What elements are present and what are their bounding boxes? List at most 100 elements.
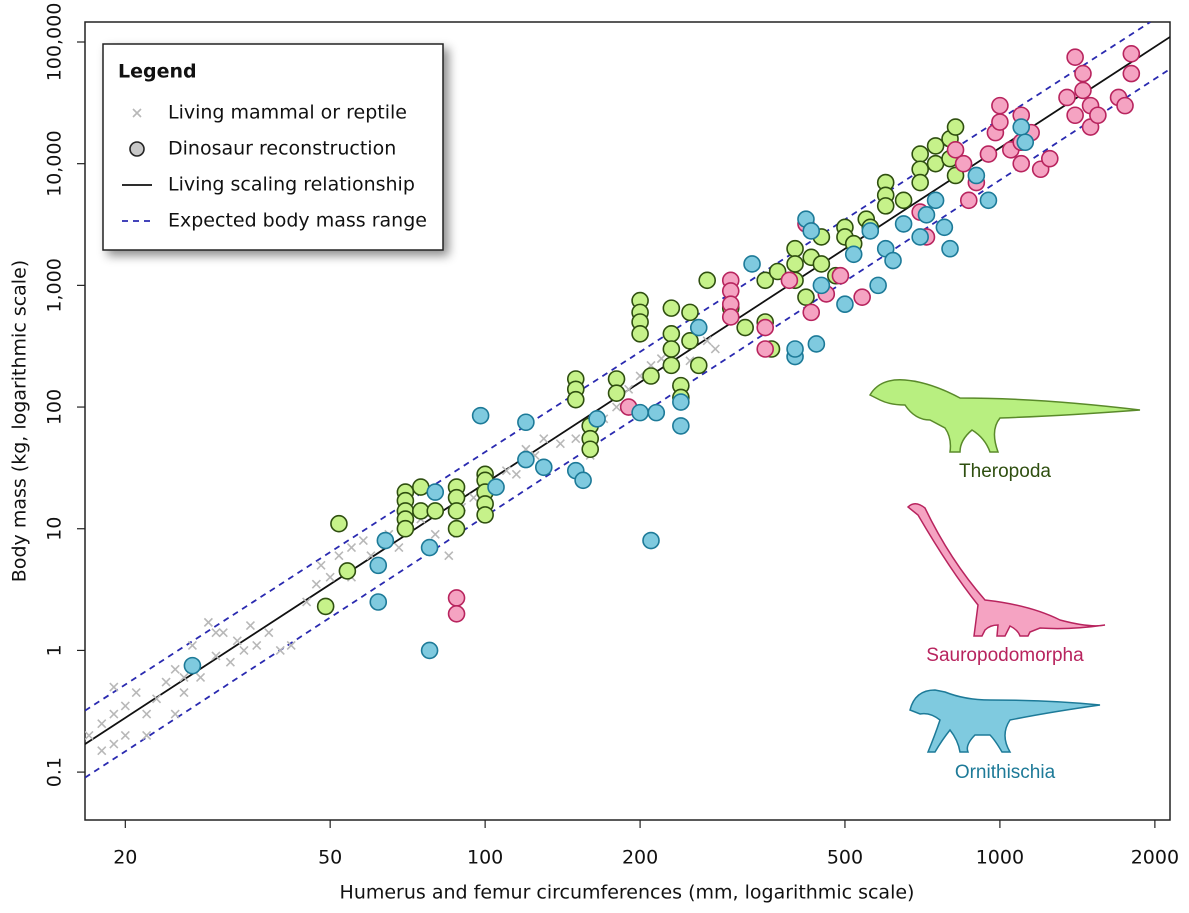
dinosaur-point bbox=[853, 288, 871, 306]
living-point bbox=[239, 645, 249, 655]
dinosaur-point bbox=[1012, 154, 1031, 173]
y-tick-label: 10 bbox=[44, 517, 66, 541]
dinosaur-point bbox=[1116, 96, 1134, 115]
dinosaur-point bbox=[911, 228, 929, 246]
living-point bbox=[334, 551, 344, 561]
living-point bbox=[85, 730, 94, 741]
dinosaur-point bbox=[447, 519, 466, 538]
dinosaur-point bbox=[979, 191, 998, 210]
dinosaur-point bbox=[412, 478, 430, 496]
dinosaur-point bbox=[786, 239, 804, 258]
dinosaur-point bbox=[487, 478, 505, 496]
dinosaur-point bbox=[330, 514, 348, 533]
dinosaur-point bbox=[369, 593, 388, 611]
living-point bbox=[211, 651, 221, 661]
dinosaur-point bbox=[1074, 81, 1092, 100]
living-point bbox=[170, 664, 180, 674]
dinosaur-point bbox=[1066, 106, 1084, 125]
dinosaur-point bbox=[894, 191, 913, 210]
dinosaur-point bbox=[183, 656, 202, 675]
dinosaur-point bbox=[581, 440, 600, 459]
living-point bbox=[225, 657, 235, 667]
dinosaur-point bbox=[1058, 88, 1076, 107]
living-point bbox=[179, 672, 189, 682]
dinosaur-point bbox=[959, 191, 978, 210]
dinosaur-point bbox=[369, 556, 388, 575]
dinosaur-point bbox=[756, 318, 775, 337]
living-point bbox=[555, 439, 565, 449]
dinosaur-point bbox=[1016, 133, 1035, 152]
living-point bbox=[218, 628, 228, 638]
dinosaur-point bbox=[447, 589, 466, 607]
dinosaur-point bbox=[642, 367, 660, 385]
living-point bbox=[151, 694, 162, 704]
legend-title: Legend bbox=[118, 61, 197, 83]
living-point bbox=[275, 645, 285, 655]
dinosaur-point bbox=[338, 562, 357, 580]
dinosaur-point bbox=[672, 393, 690, 411]
x-tick-label: 2000 bbox=[1131, 847, 1179, 869]
ornithischian-silhouette bbox=[909, 689, 1101, 753]
living-point bbox=[710, 344, 720, 354]
living-point bbox=[469, 493, 479, 503]
dinosaur-point bbox=[471, 406, 490, 425]
x-tick-label: 50 bbox=[318, 847, 342, 869]
dinosaur-point bbox=[911, 145, 929, 163]
dinosaur-point bbox=[941, 239, 959, 258]
living-point bbox=[109, 739, 119, 749]
dinosaur-point bbox=[926, 137, 945, 155]
dinosaur-point bbox=[802, 303, 821, 322]
dinosaur-point bbox=[743, 255, 761, 273]
dinosaur-point bbox=[396, 519, 415, 538]
dinosaur-point bbox=[574, 471, 592, 490]
clade-label: Sauropodomorpha bbox=[926, 645, 1084, 666]
dinosaur-point bbox=[631, 324, 649, 343]
dinosaur-point bbox=[991, 113, 1009, 131]
living-point bbox=[311, 579, 321, 589]
dinosaur-point bbox=[566, 390, 585, 409]
legend-marker bbox=[132, 108, 142, 118]
living-point bbox=[444, 551, 454, 561]
living-point bbox=[120, 730, 130, 741]
living-point bbox=[203, 617, 213, 627]
dinosaur-point bbox=[681, 303, 699, 322]
y-axis-label: Body mass (kg, logarithmic scale) bbox=[9, 260, 31, 582]
living-point bbox=[264, 628, 274, 638]
dinosaur-point bbox=[807, 335, 826, 353]
dinosaur-point bbox=[756, 340, 775, 358]
living-point bbox=[142, 730, 152, 741]
dinosaur-point bbox=[426, 483, 445, 501]
legend: Legend Living mammal or reptile Dinosaur … bbox=[102, 43, 444, 251]
living-point bbox=[624, 384, 634, 394]
silhouettes bbox=[868, 379, 1141, 753]
x-tick-label: 1000 bbox=[976, 847, 1024, 869]
scaling-line bbox=[85, 22, 1151, 712]
living-point bbox=[252, 640, 262, 650]
living-point bbox=[325, 572, 335, 582]
dinosaur-point bbox=[954, 154, 973, 173]
dinosaur-point bbox=[991, 96, 1009, 115]
living-point bbox=[170, 709, 180, 719]
dinosaur-point bbox=[447, 502, 466, 520]
theropod-silhouette bbox=[868, 379, 1141, 453]
dinosaur-point bbox=[447, 604, 466, 623]
dinosaur-point bbox=[736, 318, 754, 337]
dinosaur-point bbox=[662, 356, 681, 375]
y-tick-label: 10,000 bbox=[44, 130, 66, 196]
dinosaur-point bbox=[376, 531, 395, 550]
dinosaur-point bbox=[926, 191, 945, 210]
dinosaur-point bbox=[1040, 149, 1059, 168]
living-point bbox=[142, 709, 152, 719]
dinosaur-point bbox=[721, 308, 740, 326]
dinosaur-point bbox=[476, 506, 494, 524]
dinosaur-point bbox=[884, 251, 902, 270]
dinosaur-point bbox=[517, 413, 535, 432]
living-point bbox=[346, 543, 357, 553]
living-point bbox=[131, 688, 141, 698]
dinosaur-point bbox=[588, 410, 606, 428]
clade-label: Ornithischia bbox=[955, 762, 1056, 783]
x-axis-label: Humerus and femur circumferences (mm, lo… bbox=[340, 882, 915, 904]
living-point bbox=[97, 719, 107, 729]
legend-marker bbox=[129, 141, 145, 157]
dinosaur-point bbox=[780, 271, 799, 290]
